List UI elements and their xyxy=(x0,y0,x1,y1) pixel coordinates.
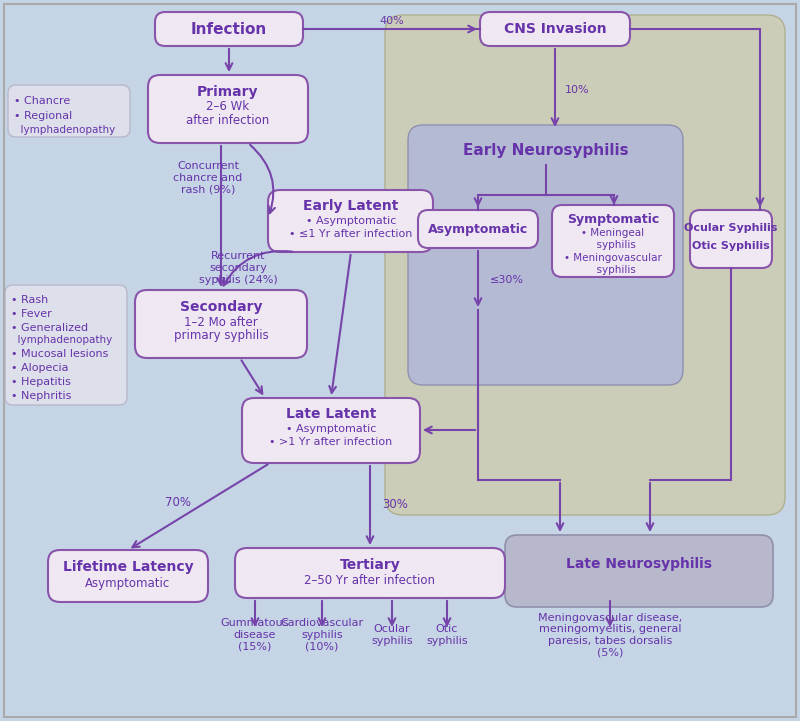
Text: Early Neurosyphilis: Early Neurosyphilis xyxy=(463,143,629,157)
Text: 10%: 10% xyxy=(565,85,590,95)
Text: Late Latent: Late Latent xyxy=(286,407,376,421)
Text: • Hepatitis: • Hepatitis xyxy=(11,377,71,387)
FancyBboxPatch shape xyxy=(235,548,505,598)
FancyBboxPatch shape xyxy=(408,125,683,385)
Text: • Meningovascular: • Meningovascular xyxy=(564,253,662,263)
Text: Otic
syphilis: Otic syphilis xyxy=(426,624,468,646)
Text: • >1 Yr after infection: • >1 Yr after infection xyxy=(270,437,393,447)
Text: Early Latent: Early Latent xyxy=(303,199,398,213)
Text: • Rash: • Rash xyxy=(11,295,48,305)
Text: Ocular Syphilis: Ocular Syphilis xyxy=(684,223,778,233)
Text: • Regional: • Regional xyxy=(14,111,72,121)
Text: Recurrent
secondary
syphilis (24%): Recurrent secondary syphilis (24%) xyxy=(198,252,278,285)
Text: Asymptomatic: Asymptomatic xyxy=(86,578,170,590)
FancyBboxPatch shape xyxy=(418,210,538,248)
Text: • Mucosal lesions: • Mucosal lesions xyxy=(11,349,108,359)
Text: • Chancre: • Chancre xyxy=(14,96,70,106)
Text: 2–50 Yr after infection: 2–50 Yr after infection xyxy=(305,575,435,588)
FancyBboxPatch shape xyxy=(242,398,420,463)
Text: ≤30%: ≤30% xyxy=(490,275,524,285)
FancyBboxPatch shape xyxy=(148,75,308,143)
Text: primary syphilis: primary syphilis xyxy=(174,329,268,342)
Text: Concurrent
chancre and
rash (9%): Concurrent chancre and rash (9%) xyxy=(174,162,242,195)
Text: lymphadenopathy: lymphadenopathy xyxy=(14,125,115,135)
Text: 40%: 40% xyxy=(380,16,404,26)
Text: Late Neurosyphilis: Late Neurosyphilis xyxy=(566,557,712,571)
Text: Otic Syphilis: Otic Syphilis xyxy=(692,241,770,251)
Text: • Meningeal: • Meningeal xyxy=(582,228,645,238)
FancyBboxPatch shape xyxy=(48,550,208,602)
FancyBboxPatch shape xyxy=(135,290,307,358)
FancyBboxPatch shape xyxy=(155,12,303,46)
Text: 30%: 30% xyxy=(382,498,408,511)
FancyBboxPatch shape xyxy=(480,12,630,46)
Text: • Nephritis: • Nephritis xyxy=(11,391,71,401)
Text: after infection: after infection xyxy=(186,115,270,128)
Text: Cardiovascular
syphilis
(10%): Cardiovascular syphilis (10%) xyxy=(281,619,363,652)
Text: lymphadenopathy: lymphadenopathy xyxy=(11,335,112,345)
FancyBboxPatch shape xyxy=(505,535,773,607)
Text: Symptomatic: Symptomatic xyxy=(567,213,659,226)
Text: • Generalized: • Generalized xyxy=(11,323,88,333)
Text: syphilis: syphilis xyxy=(590,265,636,275)
FancyBboxPatch shape xyxy=(385,15,785,515)
Text: syphilis: syphilis xyxy=(590,240,636,250)
Text: Secondary: Secondary xyxy=(180,300,262,314)
FancyBboxPatch shape xyxy=(552,205,674,277)
Text: Infection: Infection xyxy=(191,22,267,37)
Text: Gummatous
disease
(15%): Gummatous disease (15%) xyxy=(221,619,289,652)
Text: Lifetime Latency: Lifetime Latency xyxy=(62,560,194,574)
FancyBboxPatch shape xyxy=(5,285,127,405)
Text: • Asymptomatic: • Asymptomatic xyxy=(286,424,376,434)
Text: • Alopecia: • Alopecia xyxy=(11,363,69,373)
Text: • ≤1 Yr after infection: • ≤1 Yr after infection xyxy=(290,229,413,239)
Text: • Asymptomatic: • Asymptomatic xyxy=(306,216,396,226)
Text: Asymptomatic: Asymptomatic xyxy=(428,223,528,236)
FancyBboxPatch shape xyxy=(8,85,130,137)
Text: Primary: Primary xyxy=(198,85,258,99)
Text: CNS Invasion: CNS Invasion xyxy=(504,22,606,36)
Text: 70%: 70% xyxy=(165,495,191,508)
Text: Tertiary: Tertiary xyxy=(340,558,400,572)
Text: • Fever: • Fever xyxy=(11,309,52,319)
Text: Meningovascular disease,
meningomyelitis, general
paresis, tabes dorsalis
(5%): Meningovascular disease, meningomyelitis… xyxy=(538,613,682,658)
Text: 1–2 Mo after: 1–2 Mo after xyxy=(184,316,258,329)
Text: 2–6 Wk: 2–6 Wk xyxy=(206,100,250,113)
FancyBboxPatch shape xyxy=(268,190,433,252)
Text: Ocular
syphilis: Ocular syphilis xyxy=(371,624,413,646)
FancyBboxPatch shape xyxy=(690,210,772,268)
